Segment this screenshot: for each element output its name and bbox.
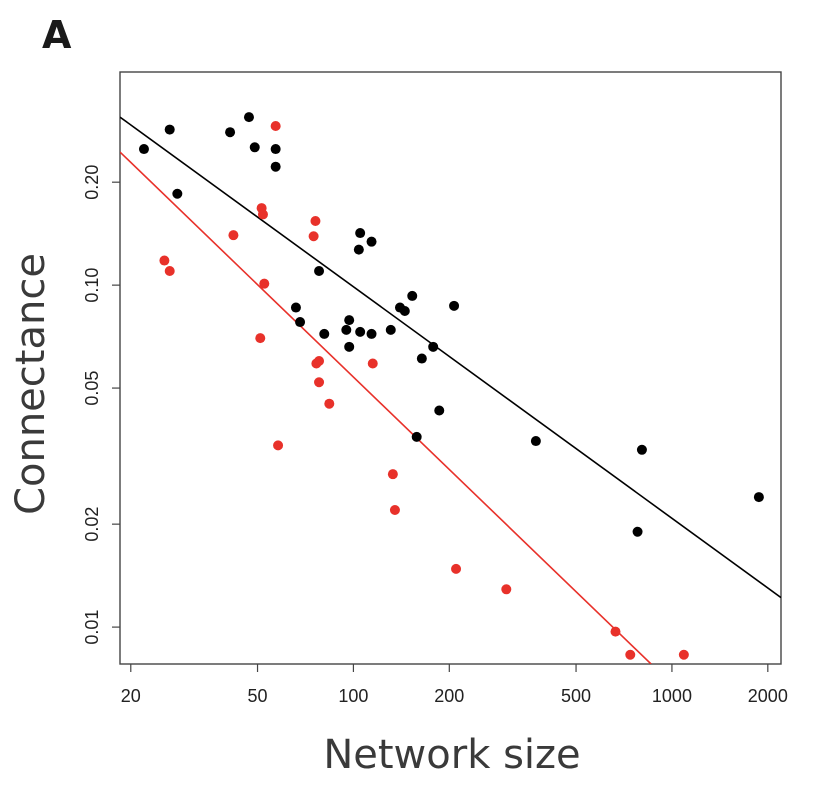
fit-line-series-1 [120,151,652,664]
data-point-series-1 [610,626,621,637]
data-point-series-1 [387,469,398,480]
data-point-series-0 [366,236,377,247]
data-point-series-0 [314,265,325,276]
data-point-series-1 [314,377,325,388]
y-tick-label: 0.20 [82,165,102,200]
data-point-series-0 [632,526,643,537]
data-point-series-0 [295,317,306,328]
data-point-series-0 [355,326,366,337]
data-point-series-1 [255,333,266,344]
data-point-series-1 [324,398,335,409]
data-point-series-0 [530,436,541,447]
data-point-series-1 [310,216,321,227]
data-point-series-1 [228,230,239,241]
fit-line-series-0 [120,116,781,599]
data-point-series-0 [344,341,355,352]
plot-frame [119,71,782,665]
data-point-series-0 [411,431,422,442]
data-point-series-0 [753,492,764,503]
data-point-series-0 [366,328,377,339]
y-axis: 0.01 0.02 0.05 0.10 0.20 [82,165,120,645]
x-tick-label: 20 [121,686,141,706]
data-points [138,112,764,660]
data-point-series-0 [449,300,460,311]
y-tick-label: 0.05 [82,371,102,406]
data-point-series-0 [270,144,281,155]
data-point-series-0 [416,353,427,364]
y-axis-title: Connectance [8,253,54,515]
data-point-series-0 [341,324,352,335]
data-point-series-1 [308,231,319,242]
data-point-series-0 [434,405,445,416]
x-tick-label: 500 [561,686,591,706]
data-point-series-0 [353,244,364,255]
panel-label: A [42,13,72,57]
data-point-series-0 [399,306,410,317]
x-axis: 20 50 100 200 500 1000 2000 [121,664,788,706]
fit-lines [120,116,781,664]
data-point-series-1 [164,265,175,276]
y-tick-label: 0.01 [82,610,102,645]
x-tick-label: 100 [338,686,368,706]
data-point-series-0 [355,228,366,239]
data-point-series-1 [270,120,281,131]
data-point-series-0 [319,328,330,339]
data-point-series-1 [451,563,462,574]
data-point-series-1 [389,505,400,516]
data-point-series-1 [678,649,689,660]
x-tick-label: 2000 [748,686,788,706]
x-axis-title: Network size [323,732,580,778]
data-point-series-0 [290,302,301,313]
data-point-series-1 [273,440,284,451]
data-point-series-1 [625,649,636,660]
data-point-series-0 [138,144,149,155]
y-tick-label: 0.02 [82,507,102,542]
data-point-series-0 [172,188,183,199]
data-point-series-0 [407,290,418,301]
data-point-series-0 [428,341,439,352]
data-point-series-0 [225,127,236,138]
data-point-series-0 [636,444,647,455]
data-point-series-1 [159,255,170,266]
data-point-series-0 [385,324,396,335]
data-point-series-0 [249,142,260,153]
x-tick-label: 1000 [652,686,692,706]
x-tick-label: 50 [248,686,268,706]
data-point-series-1 [501,584,512,595]
data-point-series-0 [164,124,175,135]
data-point-series-0 [344,315,355,326]
data-point-series-1 [314,355,325,366]
data-point-series-0 [270,161,281,172]
x-tick-label: 200 [434,686,464,706]
data-point-series-1 [259,278,270,289]
data-point-series-0 [243,112,254,123]
y-tick-label: 0.10 [82,268,102,303]
data-point-series-1 [367,358,378,369]
data-point-series-1 [257,209,268,220]
